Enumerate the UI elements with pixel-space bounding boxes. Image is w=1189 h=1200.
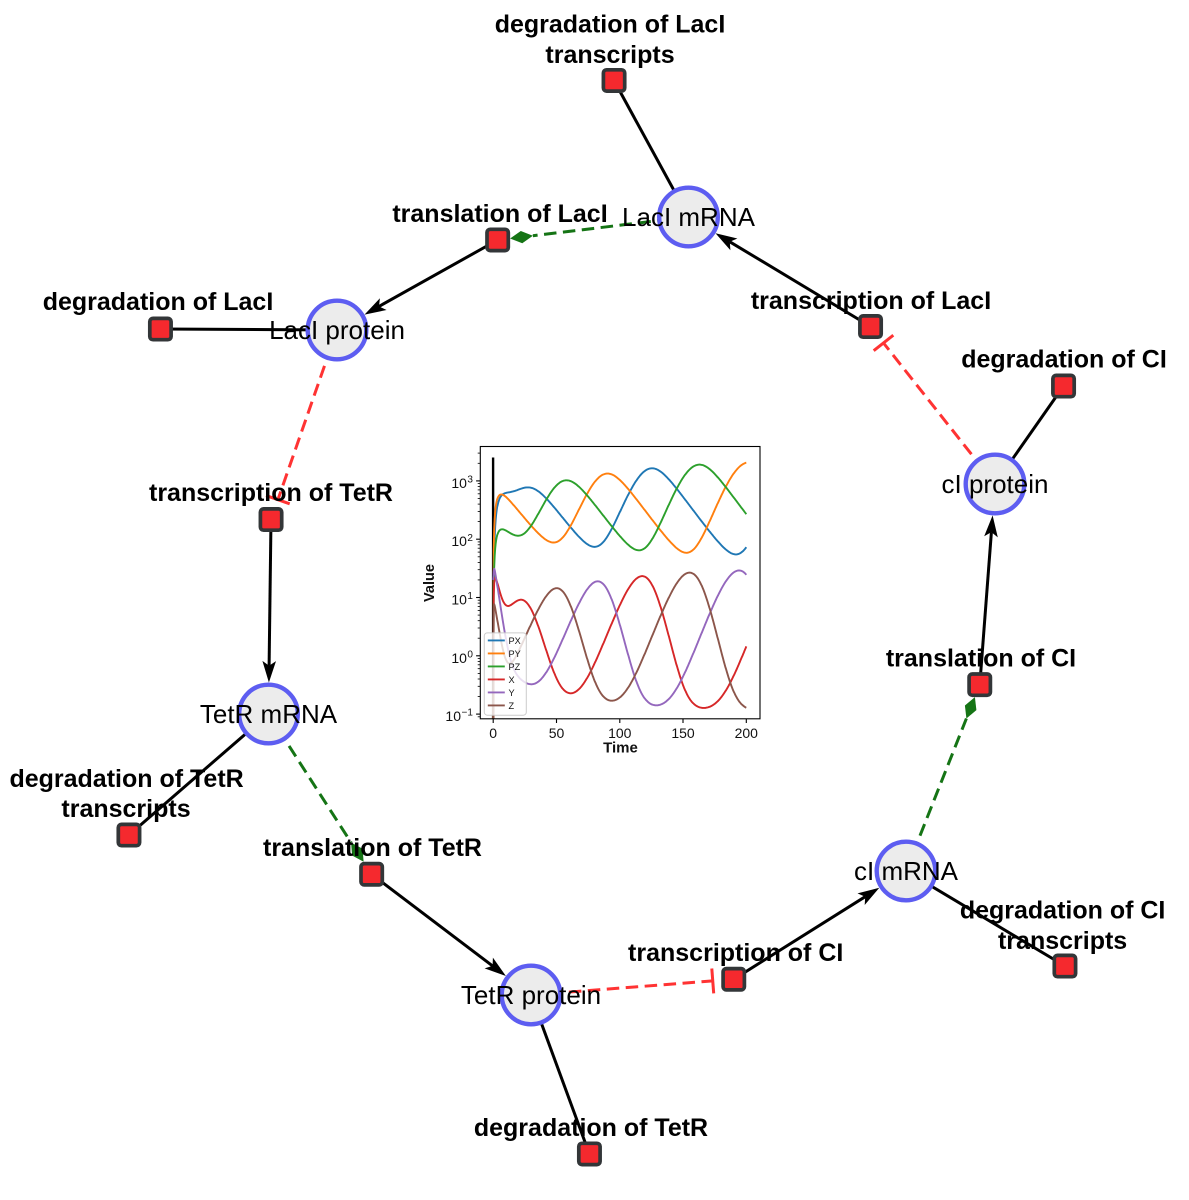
svg-text:50: 50: [549, 725, 565, 741]
svg-text:transcripts: transcripts: [998, 927, 1127, 955]
svg-text:3: 3: [467, 475, 473, 486]
svg-text:transcripts: transcripts: [545, 41, 674, 69]
svg-text:Time: Time: [603, 740, 638, 757]
svg-text:0: 0: [467, 649, 473, 660]
svg-text:cI protein: cI protein: [942, 469, 1049, 499]
svg-text:−1: −1: [462, 708, 474, 719]
svg-text:0: 0: [489, 725, 497, 741]
svg-text:X: X: [509, 675, 515, 685]
svg-text:2: 2: [467, 533, 473, 544]
svg-text:degradation of LacI: degradation of LacI: [43, 288, 274, 316]
svg-text:200: 200: [735, 725, 759, 741]
svg-text:Y: Y: [509, 688, 515, 698]
svg-text:transcription of CI: transcription of CI: [628, 939, 843, 967]
svg-text:150: 150: [671, 725, 695, 741]
svg-text:LacI mRNA: LacI mRNA: [622, 202, 756, 232]
svg-text:transcripts: transcripts: [61, 795, 190, 823]
svg-text:transcription of TetR: transcription of TetR: [149, 479, 393, 507]
svg-text:10: 10: [445, 708, 461, 724]
svg-text:translation of TetR: translation of TetR: [263, 834, 482, 862]
svg-text:degradation of CI: degradation of CI: [960, 896, 1166, 924]
svg-text:PZ: PZ: [509, 662, 521, 672]
svg-text:translation of LacI: translation of LacI: [392, 200, 607, 228]
svg-text:Z: Z: [509, 701, 515, 711]
svg-text:transcription of LacI: transcription of LacI: [751, 287, 991, 315]
svg-text:TetR mRNA: TetR mRNA: [200, 699, 338, 729]
svg-text:cI mRNA: cI mRNA: [854, 856, 959, 886]
svg-text:translation of CI: translation of CI: [886, 644, 1076, 672]
svg-text:10: 10: [451, 592, 467, 608]
svg-text:TetR protein: TetR protein: [461, 980, 601, 1010]
svg-text:PX: PX: [509, 636, 521, 646]
svg-text:Value: Value: [422, 564, 438, 602]
svg-text:1: 1: [467, 591, 473, 602]
svg-text:PY: PY: [509, 649, 521, 659]
svg-text:LacI protein: LacI protein: [269, 315, 405, 345]
svg-text:degradation of LacI: degradation of LacI: [495, 10, 726, 38]
svg-text:degradation of TetR: degradation of TetR: [9, 765, 243, 793]
svg-text:10: 10: [451, 533, 467, 549]
svg-text:degradation of CI: degradation of CI: [961, 345, 1167, 373]
svg-text:100: 100: [608, 725, 632, 741]
svg-text:10: 10: [451, 650, 467, 666]
svg-text:10: 10: [451, 475, 467, 491]
svg-text:degradation of TetR: degradation of TetR: [474, 1114, 708, 1142]
